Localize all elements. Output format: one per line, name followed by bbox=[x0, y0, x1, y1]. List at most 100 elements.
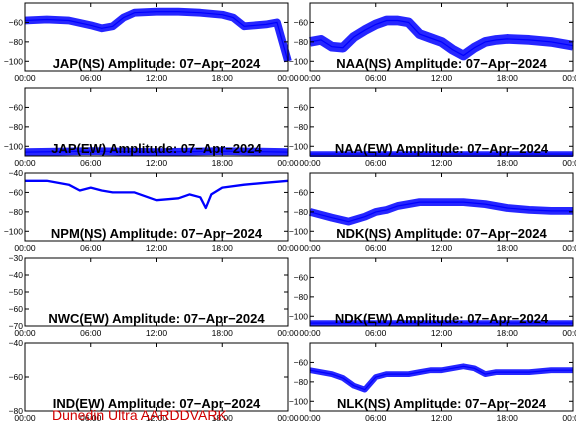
x-tick-label: 18:00 bbox=[497, 243, 519, 253]
y-tick-label: −60 bbox=[294, 17, 309, 27]
x-tick-label: 06:00 bbox=[365, 328, 387, 338]
panel-4: −100 −80 −60 00:00 06:00 12:00 18:00 00:00 NAA(E… bbox=[289, 87, 576, 168]
x-tick-label: 12:00 bbox=[431, 73, 453, 83]
x-tick-label: 12:00 bbox=[146, 413, 168, 423]
x-tick-label: 12:00 bbox=[431, 243, 453, 253]
series-core bbox=[309, 365, 573, 391]
x-tick-label: 00:00 bbox=[14, 413, 36, 423]
x-tick-label: 00:00 bbox=[277, 243, 299, 253]
y-tick-label: −40 bbox=[9, 270, 24, 280]
panel-title: NDK(NS) Amplitude: 07−Apr−2024 bbox=[336, 226, 547, 241]
y-tick-label: −60 bbox=[294, 357, 309, 367]
y-tick-label: −40 bbox=[9, 168, 24, 178]
x-tick-label: 12:00 bbox=[146, 73, 168, 83]
x-tick-label: 00:00 bbox=[562, 413, 576, 423]
y-tick-label: −70 bbox=[9, 321, 24, 331]
series-line bbox=[309, 198, 573, 226]
series-line bbox=[25, 179, 289, 210]
x-tick-label: 12:00 bbox=[431, 413, 453, 423]
footer-credit: Dunedin Ultra AARDDVARK bbox=[52, 407, 227, 423]
y-tick-label: −80 bbox=[9, 406, 24, 416]
y-tick-label: −80 bbox=[294, 377, 309, 387]
panel-1: −100 −80 −60 00:00 06:00 12:00 18:00 00:00 JAP(N… bbox=[4, 2, 299, 83]
panel-title: JAP(EW) Amplitude: 07−Apr−2024 bbox=[51, 141, 262, 156]
y-tick-label: −60 bbox=[9, 372, 24, 382]
y-tick-label: −60 bbox=[294, 187, 309, 197]
x-tick-label: 12:00 bbox=[146, 158, 168, 168]
panel-9: −80 −60 −40 00:00 06:00 12:00 18:00 00:00 IND(EW… bbox=[9, 338, 299, 423]
y-tick-label: −80 bbox=[294, 122, 309, 132]
x-tick-label: 06:00 bbox=[365, 243, 387, 253]
y-tick-label: −100 bbox=[289, 56, 308, 66]
x-tick-label: 12:00 bbox=[431, 158, 453, 168]
x-tick-label: 00:00 bbox=[14, 158, 36, 168]
panel-7: −70 −60 −50 −40 −30 00:00 06:00 12:00 18:00 00:00… bbox=[9, 253, 299, 338]
x-tick-label: 06:00 bbox=[80, 243, 102, 253]
y-tick-label: −100 bbox=[289, 311, 308, 321]
y-tick-label: −100 bbox=[4, 56, 23, 66]
panel-10: −100 −80 −60 00:00 06:00 12:00 18:00 00:00 NLK(N… bbox=[289, 342, 576, 423]
y-tick-label: −60 bbox=[9, 187, 24, 197]
x-tick-label: 06:00 bbox=[365, 73, 387, 83]
x-tick-label: 18:00 bbox=[212, 73, 234, 83]
y-tick-label: −50 bbox=[9, 287, 24, 297]
series-core bbox=[24, 11, 289, 62]
series-core bbox=[309, 19, 574, 57]
x-tick-label: 18:00 bbox=[212, 413, 234, 423]
y-tick-label: −60 bbox=[9, 102, 24, 112]
x-tick-label: 18:00 bbox=[212, 243, 234, 253]
y-tick-label: −60 bbox=[9, 304, 24, 314]
x-tick-label: 06:00 bbox=[80, 158, 102, 168]
y-tick-label: −100 bbox=[4, 141, 23, 151]
y-tick-label: −80 bbox=[9, 37, 24, 47]
x-tick-label: 00:00 bbox=[562, 328, 576, 338]
x-tick-label: 00:00 bbox=[299, 243, 321, 253]
x-tick-label: 12:00 bbox=[431, 328, 453, 338]
y-tick-label: −60 bbox=[294, 272, 309, 282]
series-core bbox=[309, 201, 573, 223]
y-tick-label: −80 bbox=[294, 37, 309, 47]
x-tick-label: 18:00 bbox=[212, 328, 234, 338]
y-tick-label: −100 bbox=[289, 141, 308, 151]
x-tick-label: 06:00 bbox=[365, 158, 387, 168]
y-tick-label: −80 bbox=[9, 122, 24, 132]
y-tick-label: −80 bbox=[294, 292, 309, 302]
panel-2: −100 −80 −60 00:00 06:00 12:00 18:00 00:00 NAA(N… bbox=[289, 2, 576, 83]
y-tick-label: −80 bbox=[9, 207, 24, 217]
y-tick-label: −40 bbox=[9, 338, 24, 348]
panel-title: NAA(NS) Amplitude: 07−Apr−2024 bbox=[336, 56, 547, 71]
panel-title: NDK(EW) Amplitude: 07−Apr−2024 bbox=[335, 311, 549, 326]
panel-title: NAA(EW) Amplitude: 07−Apr−2024 bbox=[335, 141, 549, 156]
series-line bbox=[309, 15, 574, 61]
x-tick-label: 00:00 bbox=[562, 243, 576, 253]
y-tick-label: −30 bbox=[9, 253, 24, 263]
y-tick-label: −100 bbox=[4, 226, 23, 236]
x-tick-label: 00:00 bbox=[299, 158, 321, 168]
x-tick-label: 00:00 bbox=[299, 73, 321, 83]
x-tick-label: 18:00 bbox=[497, 413, 519, 423]
x-tick-label: 12:00 bbox=[146, 328, 168, 338]
x-tick-label: 00:00 bbox=[299, 328, 321, 338]
panel-5: −100 −80 −60 −40 00:00 06:00 12:00 18:00 00:00 NP… bbox=[4, 168, 299, 253]
panel-title: IND(EW) Amplitude: 07−Apr−2024 bbox=[53, 396, 261, 411]
x-tick-label: 18:00 bbox=[497, 158, 519, 168]
x-tick-label: 00:00 bbox=[562, 73, 576, 83]
series-line bbox=[24, 7, 292, 63]
x-tick-label: 00:00 bbox=[299, 413, 321, 423]
x-tick-label: 06:00 bbox=[365, 413, 387, 423]
x-tick-label: 00:00 bbox=[562, 158, 576, 168]
panel-title: NLK(NS) Amplitude: 07−Apr−2024 bbox=[337, 396, 547, 411]
x-tick-label: 00:00 bbox=[277, 328, 299, 338]
panel-6: −100 −80 −60 00:00 06:00 12:00 18:00 00:00 NDK(N… bbox=[289, 172, 576, 253]
x-tick-label: 12:00 bbox=[146, 243, 168, 253]
y-tick-label: −60 bbox=[294, 102, 309, 112]
x-tick-label: 00:00 bbox=[14, 328, 36, 338]
y-tick-label: −80 bbox=[294, 207, 309, 217]
panel-title: JAP(NS) Amplitude: 07−Apr−2024 bbox=[53, 56, 261, 71]
x-tick-label: 06:00 bbox=[80, 413, 102, 423]
x-tick-label: 18:00 bbox=[212, 158, 234, 168]
x-tick-label: 06:00 bbox=[80, 328, 102, 338]
y-tick-label: −60 bbox=[9, 17, 24, 27]
x-tick-label: 18:00 bbox=[497, 73, 519, 83]
